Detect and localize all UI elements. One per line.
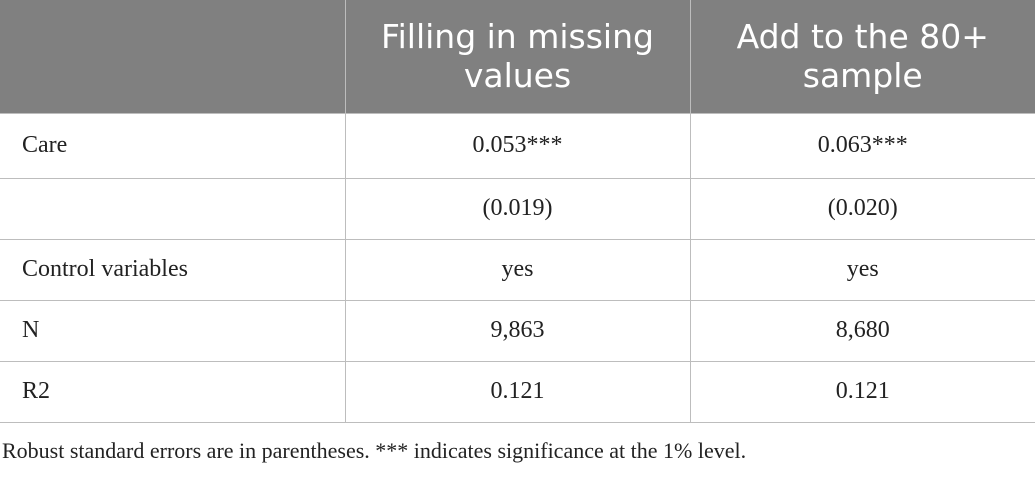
table-row: R2 0.121 0.121 <box>0 360 1035 423</box>
table-row: N 9,863 8,680 <box>0 299 1035 362</box>
header-cell: Filling in missing values <box>344 0 690 113</box>
table-cell: (0.020) <box>689 177 1035 240</box>
table-cell: 0.053*** <box>344 112 691 179</box>
table-cell: 0.121 <box>689 360 1035 423</box>
table-cell: 8,680 <box>689 299 1035 362</box>
table-row: Care 0.053*** 0.063*** <box>0 112 1035 179</box>
row-label: N <box>0 299 346 362</box>
header-cell <box>0 0 345 113</box>
table-cell: 0.063*** <box>689 112 1035 179</box>
header-row: Filling in missing values Add to the 80+ … <box>0 0 1035 113</box>
table-header: Filling in missing values Add to the 80+ … <box>0 0 1035 113</box>
table-cell: 0.121 <box>344 360 691 423</box>
row-label: Care <box>0 112 346 179</box>
results-table: Filling in missing values Add to the 80+ … <box>0 0 1035 423</box>
row-label: Control variables <box>0 238 346 301</box>
table-cell: yes <box>344 238 691 301</box>
table-cell: yes <box>689 238 1035 301</box>
table-cell: 9,863 <box>344 299 691 362</box>
footnote: Robust standard errors are in parenthese… <box>2 438 747 463</box>
table-body: Care 0.053*** 0.063*** (0.019) (0.020) Contro… <box>0 112 1035 423</box>
table-row: (0.019) (0.020) <box>0 177 1035 240</box>
row-label: R2 <box>0 360 346 423</box>
table-cell: (0.019) <box>344 177 691 240</box>
row-label <box>0 177 346 240</box>
table-row: Control variables yes yes <box>0 238 1035 301</box>
header-cell: Add to the 80+ sample <box>689 0 1035 113</box>
